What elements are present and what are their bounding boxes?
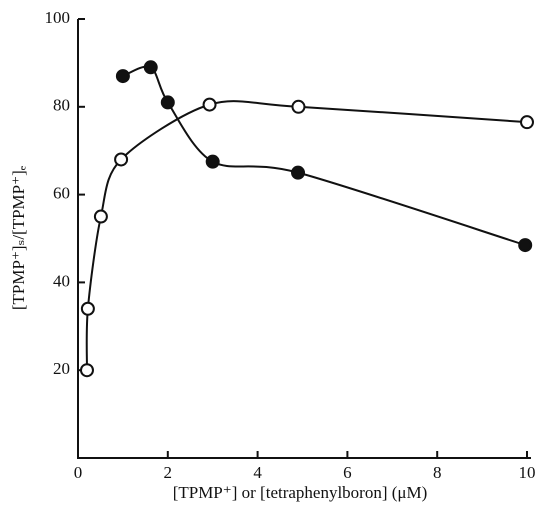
series-line: [122, 65, 526, 247]
x-axis-label: [TPMP⁺] or [tetraphenylboron] (μM): [173, 483, 428, 502]
data-point: [143, 60, 158, 75]
x-tick-label: 6: [343, 463, 352, 482]
x-tick-label: 0: [74, 463, 83, 482]
x-tick-label: 2: [164, 463, 173, 482]
y-tick-label: 20: [53, 359, 70, 378]
data-point: [93, 209, 108, 224]
x-tick-label: 10: [519, 463, 536, 482]
y-tick-label: 100: [45, 8, 71, 27]
data-point: [520, 115, 534, 130]
y-axis-label: [TPMP⁺]ₛ/[TPMP⁺]ₑ: [9, 165, 28, 310]
data-point: [80, 301, 95, 316]
data-point: [518, 238, 533, 253]
data-point: [114, 152, 129, 167]
data-point: [202, 97, 217, 112]
data-point: [79, 363, 94, 378]
x-tick-label: 4: [253, 463, 262, 482]
data-point: [291, 99, 306, 114]
x-tick-label: 8: [433, 463, 442, 482]
y-tick-label: 60: [53, 184, 70, 203]
data-point: [160, 95, 175, 110]
y-tick-label: 40: [53, 271, 70, 290]
data-point: [291, 165, 306, 180]
data-point: [205, 154, 220, 169]
data-point: [115, 69, 130, 84]
series-line: [85, 100, 528, 371]
y-tick-label: 80: [53, 96, 70, 115]
